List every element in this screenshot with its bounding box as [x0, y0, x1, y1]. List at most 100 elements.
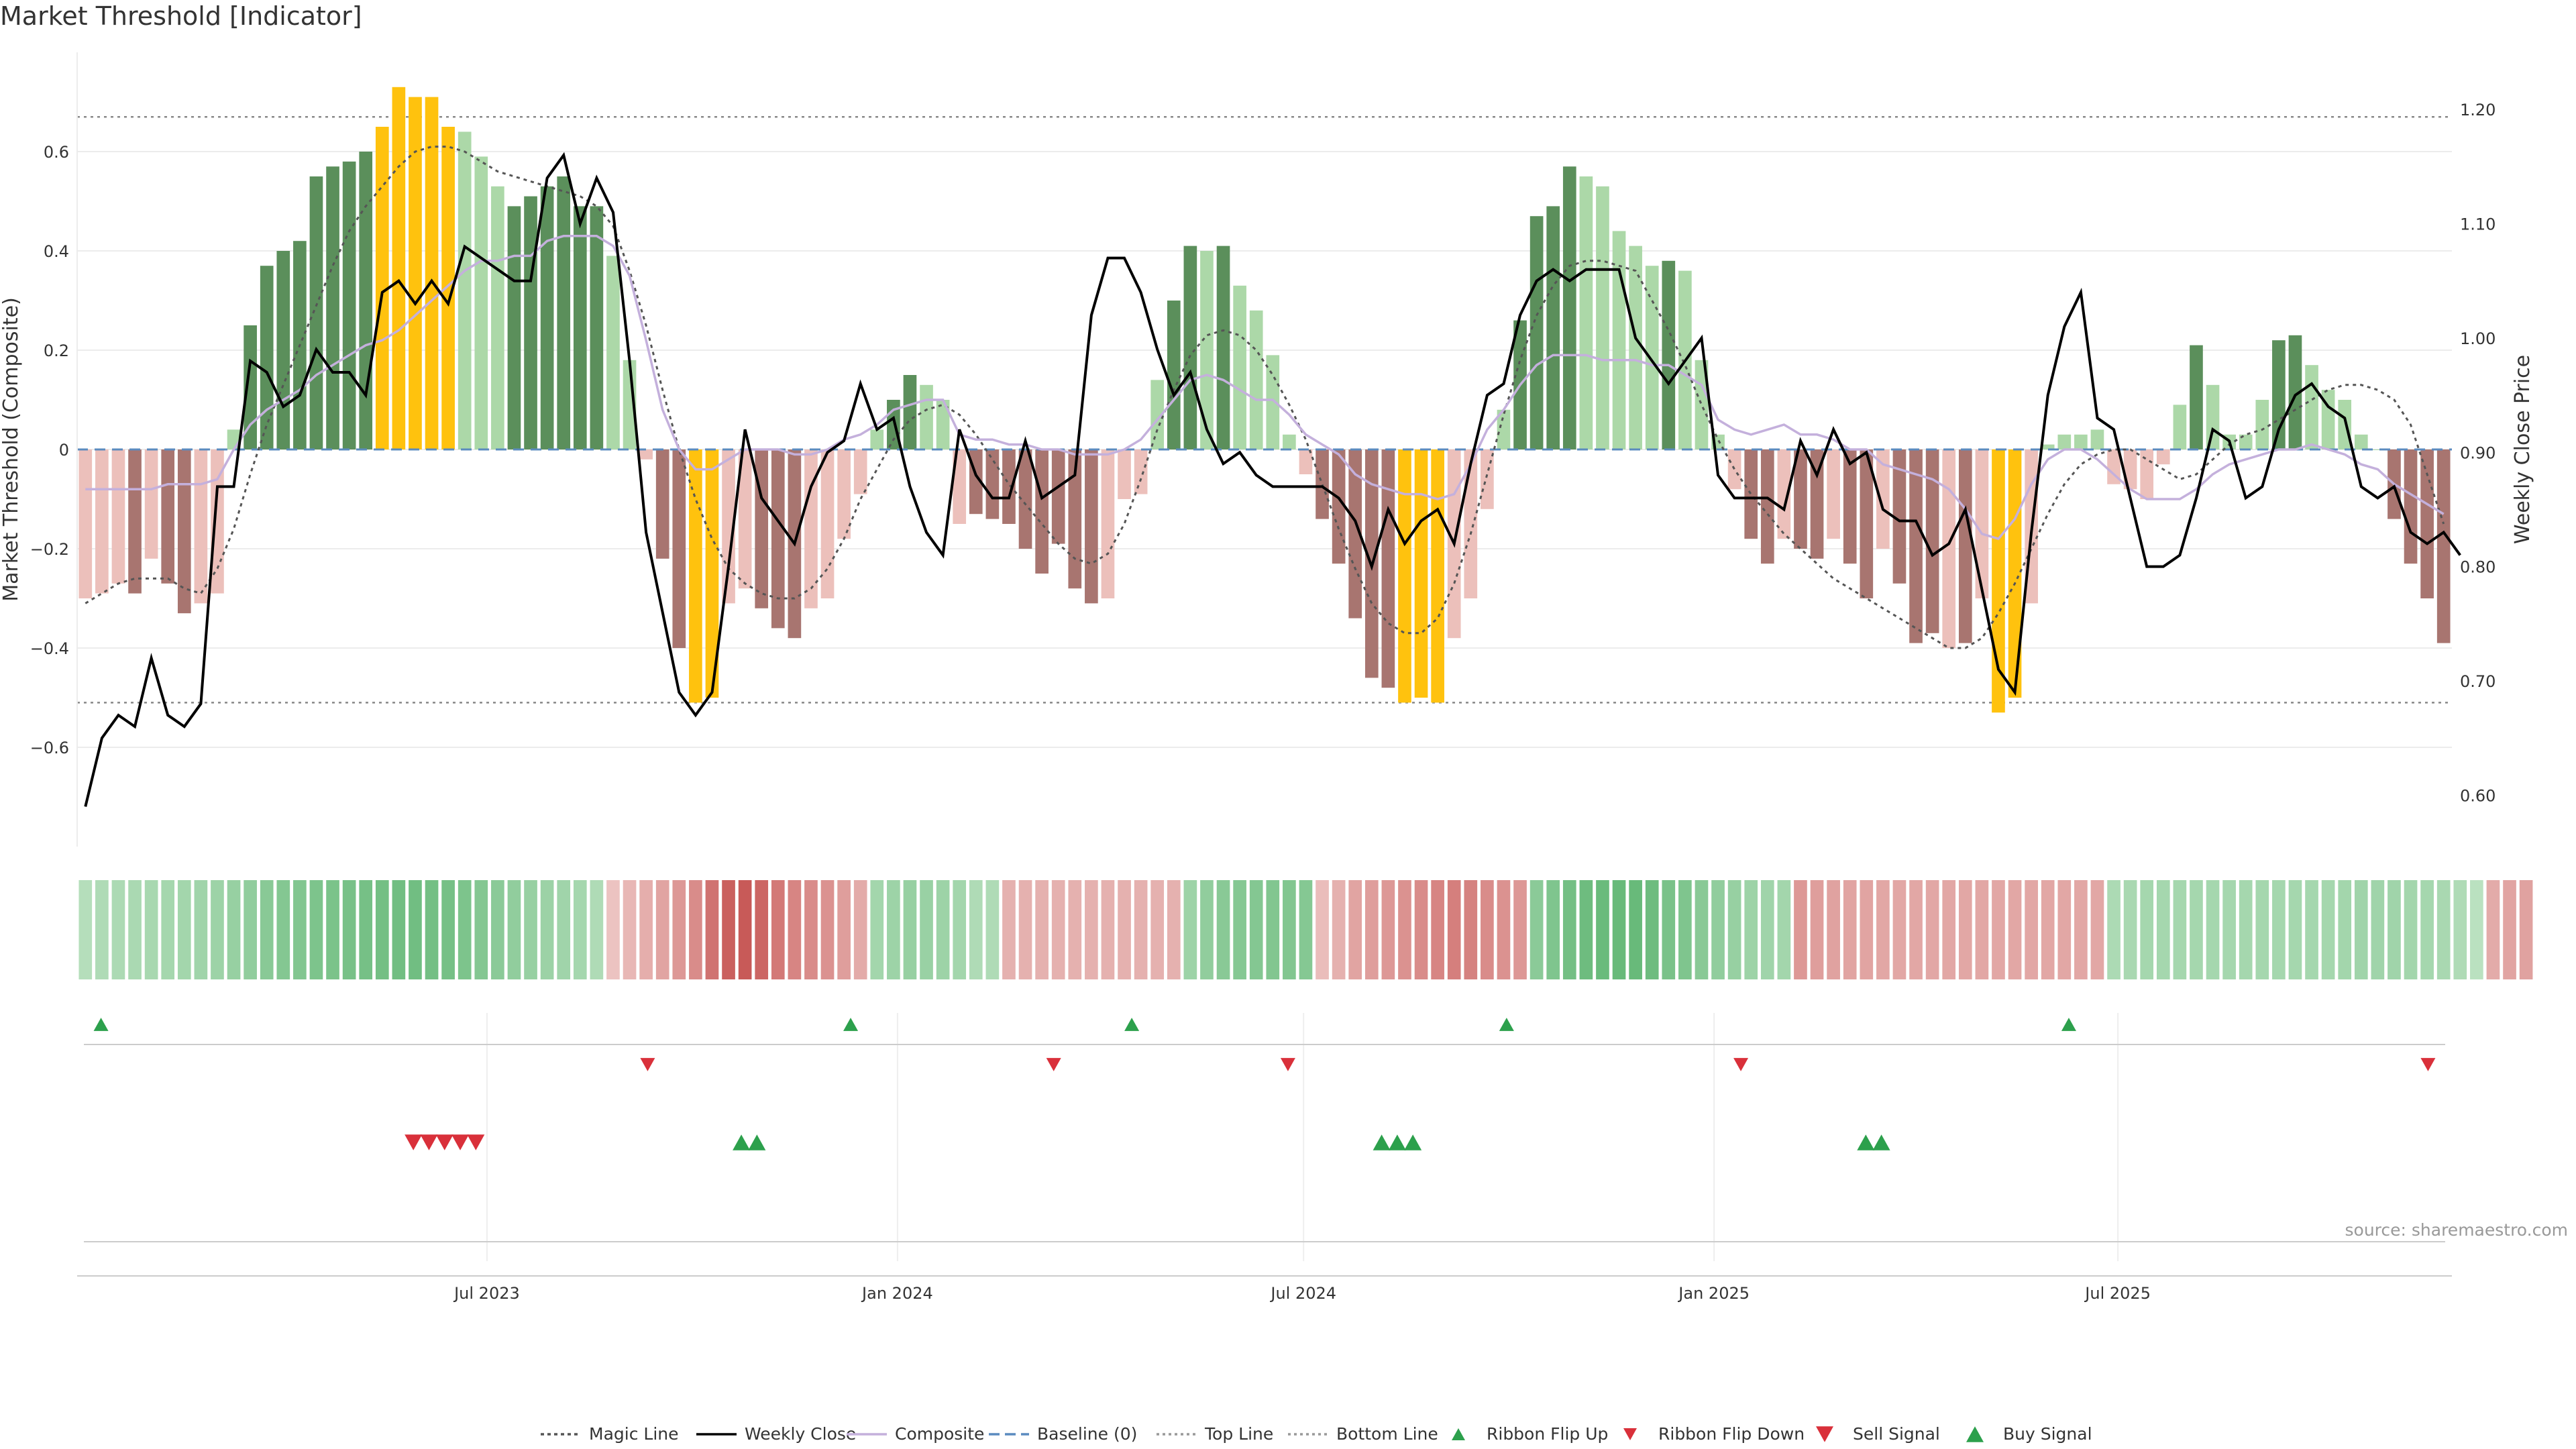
ribbon-cell	[1364, 880, 1379, 979]
ribbon-cell	[1398, 880, 1411, 979]
composite-bar	[78, 449, 93, 598]
ribbon-cell	[1118, 880, 1131, 979]
composite-bar	[1629, 246, 1642, 449]
composite-bar	[557, 176, 571, 449]
ribbon-cell	[853, 880, 867, 979]
composite-bar	[244, 325, 257, 449]
y-right-tick-label: 1.00	[2460, 329, 2496, 348]
composite-bar	[2404, 449, 2418, 564]
composite-bar	[392, 87, 406, 450]
sell-signal-marker	[405, 1134, 423, 1150]
ribbon-cell	[2436, 880, 2451, 979]
legend-swatch	[1623, 1428, 1637, 1440]
composite-bar	[1596, 186, 1609, 449]
ribbon-cell	[1760, 880, 1774, 979]
ribbon-cell	[870, 880, 884, 979]
ribbon-cell	[557, 880, 571, 979]
composite-bar	[1909, 449, 1923, 643]
ribbon-cell	[342, 880, 356, 979]
ribbon-strip	[78, 880, 2533, 979]
magic-line	[85, 146, 2445, 649]
ribbon-cell	[78, 880, 93, 979]
composite-bar	[194, 449, 208, 604]
ribbon-cell	[1051, 880, 1065, 979]
composite-bar	[2239, 434, 2253, 449]
composite-bar	[1233, 285, 1246, 449]
composite-bar	[2371, 449, 2385, 450]
composite-bar	[2090, 429, 2104, 449]
ribbon-flip-up-marker	[1499, 1018, 1514, 1031]
ribbon-cell	[2354, 880, 2368, 979]
composite-bar	[441, 127, 455, 449]
ribbon-cell	[1068, 880, 1082, 979]
composite-bar	[1975, 449, 1989, 598]
x-tick-label: Jul 2025	[2084, 1284, 2151, 1303]
ribbon-cell	[1414, 880, 1428, 979]
composite-bar	[1283, 434, 1296, 449]
composite-bar	[771, 449, 785, 629]
ribbon-cell	[1150, 880, 1165, 979]
ribbon-cell	[1381, 880, 1395, 979]
composite-bar	[524, 196, 537, 449]
ribbon-cell	[1348, 880, 1362, 979]
ribbon-cell	[260, 880, 274, 979]
composite-bar	[1118, 449, 1131, 499]
ribbon-cell	[1596, 880, 1609, 979]
composite-bar	[1464, 449, 1478, 598]
x-axis: Jul 2023 Jan 2024 Jul 2024 Jan 2025 Jul 2025	[77, 1275, 2452, 1303]
composite-bar	[128, 449, 142, 594]
composite-bar	[375, 127, 389, 449]
composite-bar	[738, 449, 752, 589]
composite-bar	[359, 152, 373, 449]
ribbon-cell	[1134, 880, 1148, 979]
ribbon-cell	[1035, 880, 1049, 979]
composite-bars	[78, 87, 2451, 713]
composite-bar	[1744, 449, 1758, 539]
composite-bar	[1085, 449, 1098, 604]
ribbon-cell	[194, 880, 208, 979]
sell-signal-marker	[435, 1134, 453, 1150]
composite-bar	[2041, 444, 2055, 449]
y-left-tick-label: 0	[59, 441, 69, 460]
ribbon-cell	[2090, 880, 2104, 979]
ribbon-cell	[672, 880, 686, 979]
ribbon-cell	[606, 880, 620, 979]
ribbon-flip-up-marker	[2061, 1018, 2076, 1031]
composite-bar	[1150, 380, 1165, 449]
buy-signal-marker	[748, 1134, 766, 1150]
ribbon-cell	[837, 880, 851, 979]
ribbon-cell	[1876, 880, 1890, 979]
ribbon-flip-down-marker	[1280, 1058, 1295, 1071]
ribbon-cell	[425, 880, 439, 979]
composite-bar	[2354, 434, 2368, 449]
composite-bar	[2420, 449, 2434, 598]
ribbon-cell	[2008, 880, 2022, 979]
ribbon-cell	[161, 880, 175, 979]
ribbon-cell	[1431, 880, 1444, 979]
ribbon-cell	[2239, 880, 2253, 979]
ribbon-cell	[1975, 880, 1989, 979]
ribbon-cell	[903, 880, 917, 979]
legend-label: Top Line	[1204, 1424, 1273, 1444]
composite-bar	[1266, 355, 1280, 449]
ribbon-cell	[1909, 880, 1923, 979]
ribbon-cell	[1529, 880, 1544, 979]
composite-bar	[1810, 449, 1824, 559]
ribbon-cell	[1266, 880, 1280, 979]
composite-bar	[276, 251, 290, 449]
ribbon-flip-down-marker	[2420, 1058, 2436, 1071]
ribbon-cell	[1662, 880, 1676, 979]
y-left-tick-label: −0.6	[30, 739, 69, 757]
y-right-tick-label: 0.80	[2460, 558, 2496, 577]
y-right-tick-label: 0.90	[2460, 443, 2496, 462]
ribbon-cell	[2206, 880, 2220, 979]
ribbon-cell	[1992, 880, 2005, 979]
composite-bar	[1216, 246, 1230, 449]
ribbon-cell	[1727, 880, 1741, 979]
ribbon-cell	[1002, 880, 1016, 979]
ribbon-cell	[1464, 880, 1478, 979]
y-right-tick-label: 1.20	[2460, 101, 2496, 119]
composite-bar	[326, 166, 339, 449]
composite-bar	[920, 384, 933, 449]
ribbon-cell	[2288, 880, 2302, 979]
